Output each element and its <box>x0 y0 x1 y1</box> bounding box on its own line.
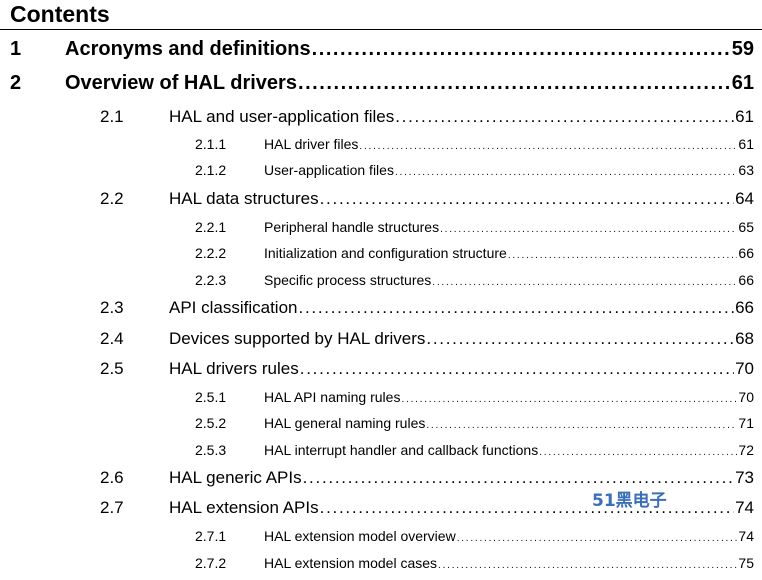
toc-entry-number: 2.7.2 <box>195 555 227 571</box>
toc-entry-page: 66 <box>735 298 754 317</box>
toc-entry-label: Specific process structures <box>264 272 432 288</box>
toc-entry-label: Peripheral handle structures <box>264 219 440 235</box>
toc-entry-number: 2.2 <box>100 189 124 208</box>
toc-leader-dots <box>299 298 735 318</box>
toc-entry[interactable]: 2.5.3 HAL interrupt handler and callback… <box>195 442 754 458</box>
toc-entry-label: HAL extension model cases <box>264 555 438 571</box>
toc-entry-label: Overview of HAL drivers <box>65 72 297 94</box>
toc-leader-dots <box>426 415 737 431</box>
toc-entry-label: HAL general naming rules <box>264 415 426 431</box>
toc-entry-number: 2.1.1 <box>195 136 227 152</box>
toc-entry-page: 70 <box>738 389 754 405</box>
toc-entry[interactable]: 2.4 Devices supported by HAL drivers 68 <box>100 329 754 349</box>
toc-entry-page: 61 <box>738 136 754 152</box>
toc-leader-dots <box>401 389 737 405</box>
toc-entry-label: Initialization and configuration structu… <box>264 245 507 261</box>
toc-entry-page: 66 <box>738 245 754 261</box>
toc-entry-label: HAL drivers rules <box>169 359 299 378</box>
toc-entry-number: 2.2.2 <box>195 245 227 261</box>
toc-leader-dots <box>395 162 737 178</box>
toc-entry-page: 71 <box>738 415 754 431</box>
toc-entry-page: 74 <box>738 528 754 544</box>
toc-entry-label: HAL extension APIs <box>169 498 319 517</box>
toc-entry-number: 2.7 <box>100 498 124 517</box>
watermark: 51黑电子 <box>592 491 667 511</box>
toc-leader-dots <box>440 219 737 235</box>
toc-entry-page: 59 <box>731 38 754 60</box>
toc-entry-number: 2.5.2 <box>195 415 227 431</box>
toc-entry-label: HAL driver files <box>264 136 359 152</box>
toc-entry-page: 63 <box>738 162 754 178</box>
toc-entry[interactable]: 2.1 HAL and user-application files 61 <box>100 107 754 127</box>
toc-leader-dots <box>432 272 737 288</box>
toc-entry-number: 2.2.3 <box>195 272 227 288</box>
toc-leader-dots <box>539 442 737 458</box>
toc-entry-number: 1 <box>10 38 22 60</box>
toc-leader-dots <box>303 468 734 488</box>
toc-entry[interactable]: 2.5.2 HAL general naming rules 71 <box>195 415 754 431</box>
toc-entry-number: 2.1 <box>100 107 124 126</box>
toc-entry-page: 68 <box>735 329 754 348</box>
toc-entry[interactable]: 2.7.1 HAL extension model overview 74 <box>195 528 754 544</box>
toc-entry-label: Acronyms and definitions <box>65 38 311 60</box>
toc-entry[interactable]: 2.2.2 Initialization and configuration s… <box>195 245 754 261</box>
toc-leader-dots <box>438 555 737 571</box>
toc-entry-page: 70 <box>735 359 754 378</box>
toc-entry[interactable]: 2.2.3 Specific process structures 66 <box>195 272 754 288</box>
toc-entry-number: 2.3 <box>100 298 124 317</box>
toc-entry[interactable]: 1 Acronyms and definitions 59 <box>10 38 754 61</box>
toc-entry-label: HAL interrupt handler and callback funct… <box>264 442 539 458</box>
toc-entry[interactable]: 2.7 HAL extension APIs 74 <box>100 498 754 518</box>
toc-leader-dots <box>395 107 734 127</box>
toc-entry[interactable]: 2.2.1 Peripheral handle structures 65 <box>195 219 754 235</box>
toc-entry-number: 2.6 <box>100 468 124 487</box>
toc-leader-dots <box>312 38 731 61</box>
toc-entry-page: 74 <box>735 498 754 517</box>
toc-entry-number: 2.5.1 <box>195 389 227 405</box>
toc-entry-label: Devices supported by HAL drivers <box>169 329 426 348</box>
toc-entry-page: 65 <box>738 219 754 235</box>
page-title: Contents <box>10 1 110 27</box>
toc-entry-page: 66 <box>738 272 754 288</box>
toc-entry-number: 2 <box>10 72 22 94</box>
toc-entry-number: 2.5 <box>100 359 124 378</box>
toc-entry[interactable]: 2.6 HAL generic APIs 73 <box>100 468 754 488</box>
toc-entry-page: 72 <box>738 442 754 458</box>
toc-entry[interactable]: 2.7.2 HAL extension model cases 75 <box>195 555 754 571</box>
toc-entry-number: 2.4 <box>100 329 124 348</box>
toc-entry-page: 64 <box>735 189 754 208</box>
toc-entry[interactable]: 2.3 API classification 66 <box>100 298 754 318</box>
toc-entry-label: HAL data structures <box>169 189 319 208</box>
toc-entry-label: HAL API naming rules <box>264 389 401 405</box>
toc-leader-dots <box>508 245 738 261</box>
toc-leader-dots <box>300 359 734 379</box>
toc-entry-label: API classification <box>169 298 298 317</box>
title-rule <box>0 29 762 30</box>
toc-entry-label: HAL extension model overview <box>264 528 456 544</box>
toc-leader-dots <box>320 498 734 518</box>
toc-entry[interactable]: 2.1.2 User-application files 63 <box>195 162 754 178</box>
toc-entry-page: 61 <box>735 107 754 126</box>
toc-leader-dots <box>359 136 737 152</box>
toc-entry[interactable]: 2.2 HAL data structures 64 <box>100 189 754 209</box>
toc-leader-dots <box>320 189 734 209</box>
toc-entry-page: 75 <box>738 555 754 571</box>
toc-entry-page: 73 <box>735 468 754 487</box>
toc-leader-dots <box>298 72 731 95</box>
toc-entry[interactable]: 2.5 HAL drivers rules 70 <box>100 359 754 379</box>
toc-leader-dots <box>426 329 734 349</box>
toc-entry[interactable]: 2.1.1 HAL driver files 61 <box>195 136 754 152</box>
toc-entry-label: HAL generic APIs <box>169 468 302 487</box>
toc-leader-dots <box>457 528 738 544</box>
toc-entry-label: HAL and user-application files <box>169 107 395 126</box>
toc-entry-number: 2.7.1 <box>195 528 227 544</box>
toc-entry-label: User-application files <box>264 162 394 178</box>
toc-entry[interactable]: 2 Overview of HAL drivers 61 <box>10 72 754 95</box>
toc-entry[interactable]: 2.5.1 HAL API naming rules 70 <box>195 389 754 405</box>
toc-entry-number: 2.2.1 <box>195 219 227 235</box>
toc-entry-number: 2.1.2 <box>195 162 227 178</box>
toc-entry-number: 2.5.3 <box>195 442 227 458</box>
toc-entry-page: 61 <box>731 72 754 94</box>
